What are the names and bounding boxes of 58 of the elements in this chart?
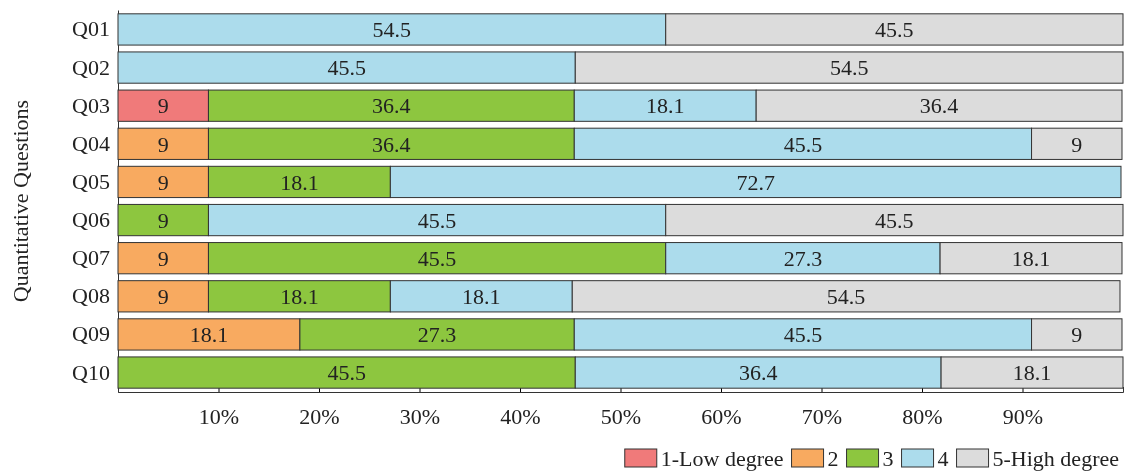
legend-label: 2 (827, 445, 839, 471)
data-label: 36.4 (919, 93, 959, 119)
data-label: 18.1 (1012, 360, 1052, 386)
y-tick-label: Q04 (72, 130, 110, 156)
y-axis-title: Quantitative Questions (8, 99, 33, 303)
legend-label: 1-Low degree (660, 445, 784, 471)
data-label: 45.5 (783, 322, 823, 348)
data-label: 45.5 (417, 245, 457, 271)
y-tick-label: Q09 (72, 321, 110, 347)
data-label: 9 (157, 245, 169, 271)
y-tick-label: Q03 (72, 92, 110, 118)
data-label: 27.3 (417, 322, 457, 348)
x-tick-label: 90% (1002, 403, 1044, 429)
data-label: 36.4 (372, 131, 411, 157)
data-label: 18.1 (280, 169, 319, 195)
data-label: 18.1 (280, 284, 319, 310)
y-tick-label: Q10 (72, 359, 110, 385)
legend-label: 5-High degree (992, 445, 1119, 471)
data-label: 45.5 (327, 55, 366, 81)
y-tick-label: Q06 (72, 207, 110, 233)
x-tick-label: 40% (500, 403, 541, 429)
data-label: 45.5 (327, 360, 366, 386)
data-label: 18.1 (189, 322, 229, 348)
data-label: 72.7 (736, 169, 775, 195)
data-label: 9 (1071, 131, 1083, 157)
data-label: 18.1 (462, 284, 501, 310)
x-tick-label: 60% (701, 403, 742, 429)
y-tick-label: Q07 (72, 245, 110, 271)
data-label: 9 (157, 93, 169, 119)
data-label: 45.5 (875, 17, 914, 43)
data-label: 9 (1071, 322, 1083, 348)
y-tick-label: Q08 (72, 283, 110, 309)
data-label: 9 (157, 131, 169, 157)
y-tick-label: Q05 (72, 168, 110, 194)
data-label: 9 (157, 169, 169, 195)
data-label: 54.5 (829, 55, 869, 81)
data-label: 36.4 (372, 93, 411, 119)
data-label: 27.3 (783, 245, 823, 271)
legend-label: 3 (882, 445, 894, 471)
x-tick-label: 20% (299, 403, 340, 429)
x-tick-label: 50% (600, 403, 642, 429)
data-label: 18.1 (1011, 245, 1051, 271)
data-label: 45.5 (417, 207, 457, 233)
data-label: 54.5 (372, 17, 412, 43)
data-label: 9 (157, 207, 169, 233)
data-label: 9 (157, 284, 169, 310)
x-tick-label: 80% (902, 403, 943, 429)
data-label: 54.5 (826, 284, 866, 310)
data-label: 45.5 (783, 131, 823, 157)
data-label: 18.1 (645, 93, 685, 119)
x-tick-label: 10% (198, 403, 240, 429)
x-tick-label: 30% (399, 403, 441, 429)
y-tick-label: Q01 (72, 16, 110, 42)
legend-label: 4 (937, 445, 949, 471)
x-tick-label: 70% (801, 403, 843, 429)
data-label: 45.5 (875, 207, 914, 233)
y-tick-label: Q02 (72, 54, 110, 80)
data-label: 36.4 (738, 360, 778, 386)
